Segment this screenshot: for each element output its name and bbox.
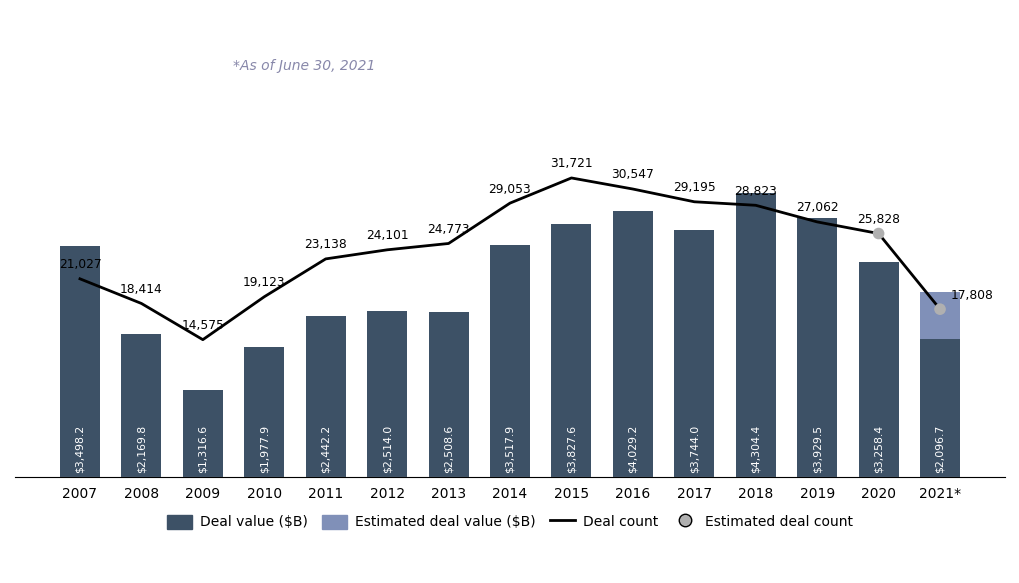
Text: $3,258.4: $3,258.4 [872,425,882,473]
Text: 18,414: 18,414 [120,283,163,296]
Text: 24,773: 24,773 [427,223,470,236]
Bar [919,293,959,339]
Text: 28,823: 28,823 [734,185,776,198]
Text: 24,101: 24,101 [366,229,408,243]
Bar [428,311,468,477]
Bar [489,245,530,477]
Bar [612,211,652,477]
Bar [674,230,713,477]
Bar [121,334,161,477]
Bar [735,193,774,477]
Legend: Deal value ($B), Estimated deal value ($B), Deal count, Estimated deal count: Deal value ($B), Estimated deal value ($… [161,509,858,535]
Bar [367,311,407,477]
Text: 17,808: 17,808 [950,289,993,301]
Text: 23,138: 23,138 [304,238,346,251]
Bar [306,316,345,477]
Text: 29,053: 29,053 [488,182,531,195]
Point [869,229,886,238]
Text: $2,096.7: $2,096.7 [934,425,945,473]
Text: 25,828: 25,828 [856,213,899,226]
Text: $3,498.2: $3,498.2 [74,425,85,473]
Bar [797,217,837,477]
Text: $3,827.6: $3,827.6 [566,425,576,473]
Text: $3,517.9: $3,517.9 [504,425,515,473]
Point [931,304,948,314]
Text: $3,929.5: $3,929.5 [811,425,821,473]
Bar [919,339,959,477]
Text: 31,721: 31,721 [549,157,592,170]
Text: $4,029.2: $4,029.2 [628,425,637,473]
Text: 19,123: 19,123 [243,276,285,289]
Text: $2,442.2: $2,442.2 [320,425,330,473]
Text: $2,169.8: $2,169.8 [137,425,147,473]
Text: $1,316.6: $1,316.6 [198,425,208,473]
Text: 29,195: 29,195 [673,181,715,194]
Text: $2,514.0: $2,514.0 [382,425,391,473]
Text: 30,547: 30,547 [611,168,653,181]
Text: $3,744.0: $3,744.0 [689,425,699,473]
Bar [858,262,898,477]
Bar [551,224,591,477]
Text: $4,304.4: $4,304.4 [750,425,760,473]
Text: 27,062: 27,062 [795,201,838,215]
Bar [182,390,222,477]
Bar [60,246,100,477]
Text: 21,027: 21,027 [59,258,101,271]
Text: $1,977.9: $1,977.9 [259,425,269,473]
Text: 14,575: 14,575 [181,319,224,332]
Text: *As of June 30, 2021: *As of June 30, 2021 [232,59,375,73]
Bar [245,346,284,477]
Text: $2,508.6: $2,508.6 [443,425,453,473]
